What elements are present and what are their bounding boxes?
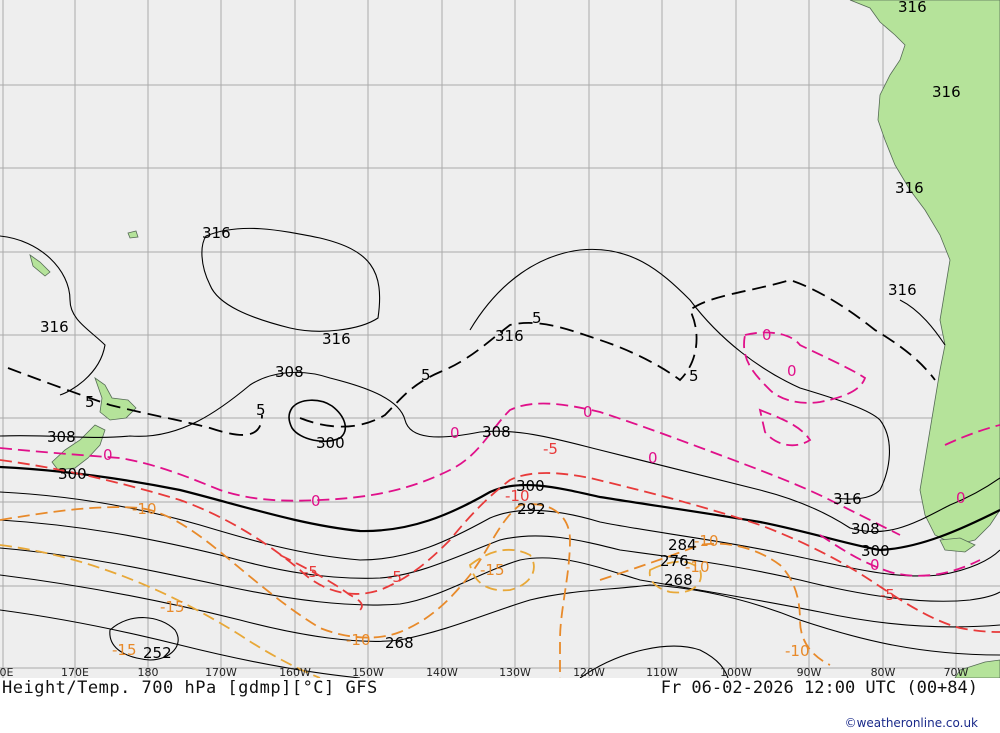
contour-316-loop xyxy=(201,227,381,332)
lon-label: 150W xyxy=(352,666,384,679)
contour-316-central xyxy=(469,248,891,500)
height-label: 268 xyxy=(385,634,414,652)
credit-link[interactable]: ©weatheronline.co.uk xyxy=(844,716,978,730)
temp-label: -10 xyxy=(505,487,530,505)
contour-308 xyxy=(0,371,1000,533)
height-label-extra: 316 316 xyxy=(833,281,917,508)
lon-label: 90W xyxy=(797,666,822,679)
height-label: 284 xyxy=(668,536,697,554)
contour-252 xyxy=(109,617,179,661)
temp-label: -15 xyxy=(480,561,505,579)
lon-label: 80W xyxy=(871,666,896,679)
footer-band xyxy=(0,678,1000,733)
contour-300-loop xyxy=(288,399,347,442)
isotherm-0 xyxy=(0,331,1000,577)
temp-label: 0 xyxy=(583,403,593,421)
temp-label: 0 xyxy=(311,492,321,510)
isotherm-minus10 xyxy=(0,503,831,678)
height-label: 300 xyxy=(58,465,87,483)
height-label: 300 xyxy=(516,477,545,495)
height-label: 316 xyxy=(895,179,924,197)
lon-label: 170E xyxy=(61,666,89,679)
height-label: 316 xyxy=(40,318,69,336)
contour-300 xyxy=(0,465,1000,552)
height-label: 316 xyxy=(322,330,351,348)
temp-label: 5 xyxy=(85,393,95,411)
lon-label: 180 xyxy=(138,666,159,679)
lon-label: 70W xyxy=(944,666,969,679)
map-title: Height/Temp. 700 hPa [gdmp][°C] GFS xyxy=(2,678,378,698)
height-label: 252 xyxy=(143,644,172,662)
lon-label: 120W xyxy=(573,666,605,679)
contour-276 xyxy=(0,547,1000,628)
temp-labels-orange: -10 -10 -15 -15 -10 -10 -10 -15 xyxy=(112,500,810,660)
height-label: 300 xyxy=(316,434,345,452)
temp-label: -5 xyxy=(303,563,318,581)
temp-label: -10 xyxy=(346,631,371,649)
temp-label: -15 xyxy=(160,598,185,616)
temp-labels-black: 5 5 5 5 5 xyxy=(85,309,699,419)
height-label: 308 xyxy=(275,363,304,381)
land-new-zealand-north xyxy=(94,376,137,421)
height-label: 316 xyxy=(495,327,524,345)
temp-label: -5 xyxy=(543,440,558,458)
temp-label: 5 xyxy=(421,366,431,384)
height-label: 316 xyxy=(202,224,231,242)
height-label: 292 xyxy=(517,500,546,518)
valid-time: Fr 06-02-2026 12:00 UTC (00+84) xyxy=(660,678,978,698)
temp-label: 5 xyxy=(256,401,266,419)
contour-316-east xyxy=(899,299,946,346)
lon-label: 60E xyxy=(0,666,14,679)
temp-label: -5 xyxy=(880,586,895,604)
contour-292 xyxy=(0,491,1000,577)
isotherm-plus5 xyxy=(7,279,936,436)
height-contours xyxy=(0,227,1000,679)
isotherm-minus15 xyxy=(0,544,702,679)
contour-268-s xyxy=(579,645,729,679)
temp-label: 0 xyxy=(956,489,966,507)
temp-label: 0 xyxy=(648,449,658,467)
height-label: 308 xyxy=(47,428,76,446)
height-label: 268 xyxy=(664,571,693,589)
small-islands xyxy=(29,230,1000,679)
height-labels: 316 316 316 316 316 316 316 308 308 308 … xyxy=(40,0,961,662)
height-label: 308 xyxy=(482,423,511,441)
ocean-background xyxy=(0,0,1000,678)
temp-label: 0 xyxy=(450,424,460,442)
lon-label: 160W xyxy=(279,666,311,679)
temp-label: 0 xyxy=(870,556,880,574)
contour-316-north xyxy=(0,235,106,396)
svg-text:316: 316 xyxy=(888,281,917,299)
lon-label: 140W xyxy=(426,666,458,679)
temp-label: 5 xyxy=(689,367,699,385)
temp-label: 0 xyxy=(787,362,797,380)
temp-label: 0 xyxy=(103,446,113,464)
lon-label: 100W xyxy=(720,666,752,679)
lon-label: 170W xyxy=(205,666,237,679)
longitude-labels: 60E 170E 180 170W 160W 150W 140W 130W 12… xyxy=(0,666,969,679)
temp-labels-magenta: 0 0 0 0 0 0 0 0 0 xyxy=(103,326,966,574)
contour-284 xyxy=(0,519,1000,602)
lon-label: 110W xyxy=(646,666,678,679)
height-label: 276 xyxy=(660,552,689,570)
lon-label: 130W xyxy=(499,666,531,679)
temp-label: -10 xyxy=(785,642,810,660)
height-label: 308 xyxy=(851,520,880,538)
temp-label: 0 xyxy=(762,326,772,344)
svg-text:316: 316 xyxy=(833,490,862,508)
temp-label: 5 xyxy=(532,309,542,327)
temp-label: -15 xyxy=(112,641,137,659)
contour-268 xyxy=(0,574,1000,656)
temp-label: -10 xyxy=(694,532,719,550)
height-label: 316 xyxy=(898,0,927,16)
isotherm-minus5 xyxy=(0,459,1000,633)
temp-label: -10 xyxy=(132,500,157,518)
land-tierra-del-fuego xyxy=(939,537,976,553)
height-label: 300 xyxy=(861,542,890,560)
height-label: 316 xyxy=(932,83,961,101)
temp-label: -5 xyxy=(387,568,402,586)
temp-labels-red: -5 -5 -5 -10 -5 xyxy=(303,440,895,604)
temp-label: -10 xyxy=(685,558,710,576)
